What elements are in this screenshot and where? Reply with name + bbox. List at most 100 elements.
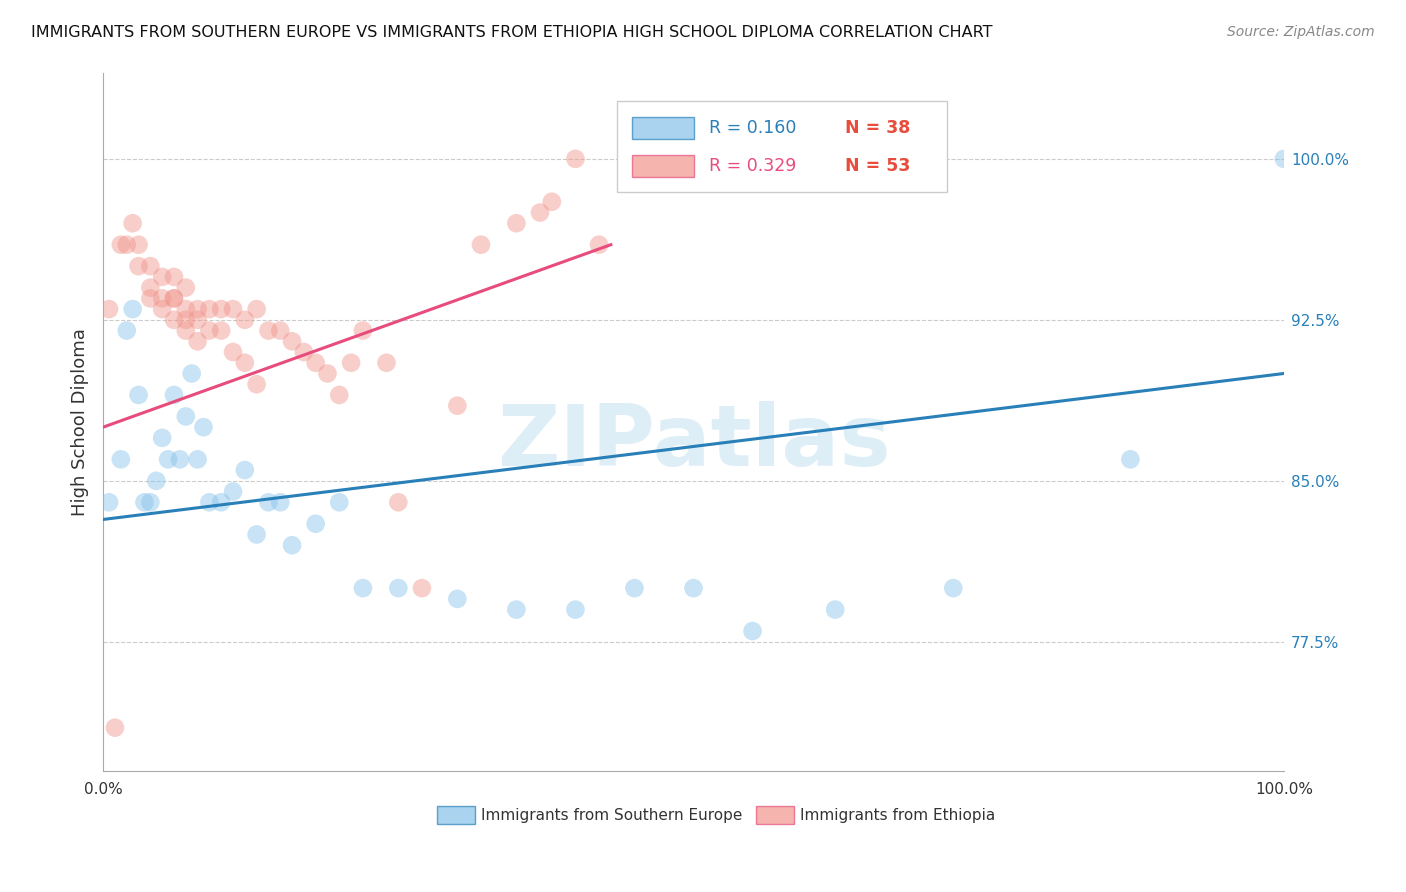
Text: IMMIGRANTS FROM SOUTHERN EUROPE VS IMMIGRANTS FROM ETHIOPIA HIGH SCHOOL DIPLOMA : IMMIGRANTS FROM SOUTHERN EUROPE VS IMMIG… [31, 25, 993, 40]
Point [1119, 452, 1142, 467]
Point [352, 581, 374, 595]
Point [505, 216, 527, 230]
Point [150, 291, 173, 305]
Point [375, 356, 398, 370]
Point [233, 463, 256, 477]
Point [233, 313, 256, 327]
Point [139, 495, 162, 509]
Point [257, 324, 280, 338]
Y-axis label: High School Diploma: High School Diploma [72, 328, 89, 516]
Point [128, 259, 150, 273]
Point [128, 388, 150, 402]
FancyBboxPatch shape [756, 806, 794, 824]
Point [222, 484, 245, 499]
Point [233, 356, 256, 370]
Point [540, 194, 562, 209]
Point [222, 345, 245, 359]
FancyBboxPatch shape [633, 117, 693, 139]
Point [446, 591, 468, 606]
Point [209, 495, 232, 509]
Point [163, 313, 186, 327]
Point [470, 237, 492, 252]
Point [110, 237, 132, 252]
Point [115, 324, 138, 338]
Point [292, 345, 315, 359]
Point [139, 280, 162, 294]
Point [305, 356, 328, 370]
Point [328, 495, 350, 509]
Point [257, 495, 280, 509]
Point [174, 280, 197, 294]
Point [269, 495, 291, 509]
Point [623, 581, 645, 595]
Point [121, 302, 143, 317]
Text: Source: ZipAtlas.com: Source: ZipAtlas.com [1227, 25, 1375, 39]
Point [942, 581, 965, 595]
Point [246, 302, 269, 317]
Point [682, 581, 704, 595]
Point [505, 602, 527, 616]
Point [193, 420, 215, 434]
Point [174, 313, 197, 327]
Text: N = 38: N = 38 [845, 120, 910, 137]
FancyBboxPatch shape [437, 806, 475, 824]
Point [529, 205, 551, 219]
Point [209, 324, 232, 338]
Text: Immigrants from Southern Europe: Immigrants from Southern Europe [481, 808, 742, 822]
Point [316, 367, 339, 381]
Point [387, 581, 409, 595]
Text: ZIPatlas: ZIPatlas [496, 401, 890, 484]
Point [145, 474, 167, 488]
Point [824, 602, 846, 616]
Point [110, 452, 132, 467]
Point [115, 237, 138, 252]
Point [163, 291, 186, 305]
Point [198, 302, 221, 317]
Point [564, 602, 586, 616]
Point [209, 302, 232, 317]
FancyBboxPatch shape [617, 101, 948, 192]
Point [187, 302, 209, 317]
Point [741, 624, 763, 638]
Point [340, 356, 363, 370]
Point [128, 237, 150, 252]
Point [411, 581, 433, 595]
Point [163, 388, 186, 402]
Point [198, 324, 221, 338]
Point [180, 367, 202, 381]
Point [564, 152, 586, 166]
Point [163, 269, 186, 284]
FancyBboxPatch shape [633, 155, 693, 178]
Point [139, 259, 162, 273]
Text: Immigrants from Ethiopia: Immigrants from Ethiopia [800, 808, 995, 822]
Point [98, 302, 121, 317]
Point [281, 538, 304, 552]
Point [269, 324, 291, 338]
Point [174, 324, 197, 338]
Point [163, 291, 186, 305]
Text: R = 0.329: R = 0.329 [709, 157, 796, 175]
Point [588, 237, 610, 252]
Point [352, 324, 374, 338]
Point [169, 452, 191, 467]
Point [328, 388, 350, 402]
Point [305, 516, 328, 531]
Point [187, 313, 209, 327]
Point [1272, 152, 1295, 166]
Point [246, 377, 269, 392]
Point [174, 302, 197, 317]
Text: N = 53: N = 53 [845, 157, 910, 175]
Point [150, 269, 173, 284]
Point [104, 721, 127, 735]
Point [198, 495, 221, 509]
Point [174, 409, 197, 424]
Point [187, 334, 209, 349]
Point [446, 399, 468, 413]
Point [246, 527, 269, 541]
Point [150, 431, 173, 445]
Point [281, 334, 304, 349]
Text: R = 0.160: R = 0.160 [709, 120, 796, 137]
Point [187, 452, 209, 467]
Point [134, 495, 156, 509]
Point [157, 452, 180, 467]
